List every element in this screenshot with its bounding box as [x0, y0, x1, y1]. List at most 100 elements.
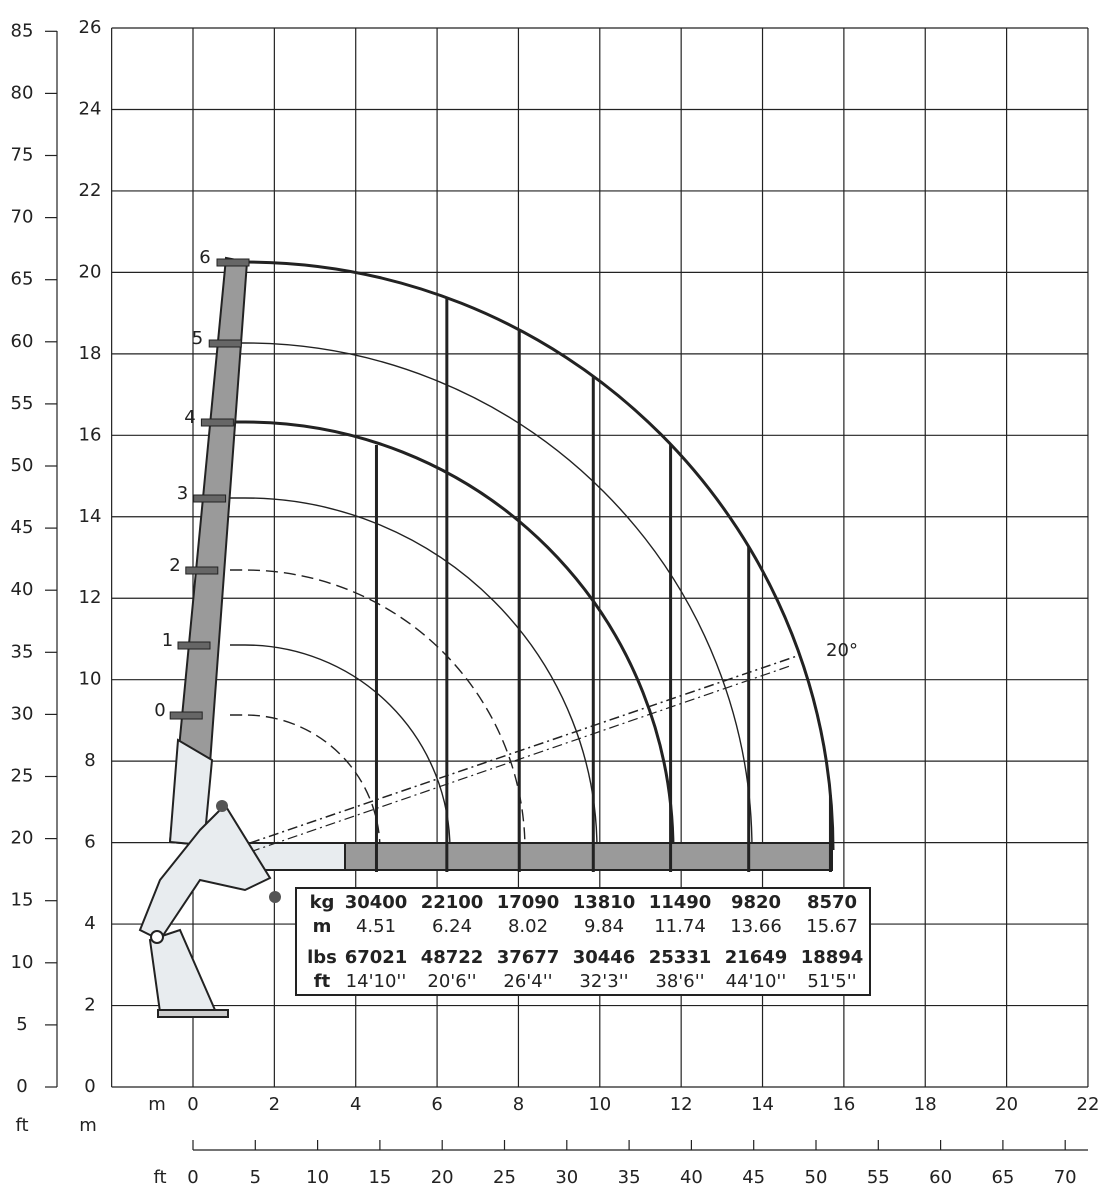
pin	[269, 891, 281, 903]
ft-tick-label: 50	[805, 1167, 828, 1188]
boom-section-label: 6	[199, 247, 210, 268]
ft-tick-label: 65	[991, 1167, 1014, 1188]
pin	[150, 930, 164, 944]
table-cell: 32'3''	[579, 971, 628, 992]
m-tick-label: 6	[84, 832, 95, 853]
ft-tick-label: 5	[250, 1167, 261, 1188]
table-cell: 44'10''	[726, 971, 787, 992]
ft-tick-label: 75	[11, 145, 34, 166]
table-cell: 17090	[497, 892, 560, 913]
knuckle-arm	[138, 803, 272, 942]
boom-collar	[200, 418, 234, 427]
ft-unit: ft	[15, 1115, 28, 1136]
boom-collar	[185, 566, 219, 575]
m-tick-label: 16	[79, 424, 102, 445]
ft-tick-label: 10	[306, 1167, 329, 1188]
table-cell: 13810	[573, 892, 636, 913]
ft-tick-label: 15	[11, 890, 34, 911]
ft-tick-label: 60	[11, 331, 34, 352]
table-cell: 13.66	[730, 916, 782, 937]
ft-tick-label: 40	[11, 579, 34, 600]
reach-arc	[229, 420, 675, 851]
ft-tick-label: 45	[11, 517, 34, 538]
m-tick-label: 14	[751, 1094, 774, 1115]
boom-section-label: 5	[192, 328, 203, 349]
m-unit: m	[79, 1115, 97, 1136]
m-tick-label: 12	[79, 587, 102, 608]
ft-tick-label: 45	[742, 1167, 765, 1188]
table-cell: 15.67	[806, 916, 858, 937]
m-tick-label: 4	[84, 913, 95, 934]
ft-tick-label: 30	[555, 1167, 578, 1188]
ft-tick-label: 25	[493, 1167, 516, 1188]
m-tick-label: 2	[269, 1094, 280, 1115]
table-cell: 14'10''	[346, 971, 407, 992]
ft-tick-label: 35	[618, 1167, 641, 1188]
boom-section-label: 2	[169, 555, 180, 576]
boom-collar	[193, 494, 227, 503]
ft-tick-label: 0	[187, 1167, 198, 1188]
m-tick-label: 18	[79, 343, 102, 364]
table-cell: 9820	[731, 892, 781, 913]
m-tick-label: 6	[431, 1094, 442, 1115]
m-tick-label: 16	[832, 1094, 855, 1115]
ft-tick-label: 80	[11, 82, 34, 103]
load-table: kg 30400 22100 17090 13810 11490 9820 8570 m 4.51…	[295, 887, 871, 996]
m-tick-label: 22	[79, 180, 102, 201]
boom-collar	[216, 258, 250, 267]
table-cell: 20'6''	[427, 971, 476, 992]
ft-tick-label: 0	[16, 1076, 27, 1097]
m-tick-label: 14	[79, 506, 102, 527]
m-tick-label: 22	[1077, 1094, 1100, 1115]
table-cell: 9.84	[584, 916, 624, 937]
m-tick-label: 26	[79, 17, 102, 38]
m-tick-label: 8	[513, 1094, 524, 1115]
table-cell: 8570	[807, 892, 857, 913]
table-cell: 51'5''	[807, 971, 856, 992]
m-tick-label: 12	[670, 1094, 693, 1115]
table-cell: 26'4''	[503, 971, 552, 992]
reach-arc	[230, 260, 835, 851]
boom-section-label: 3	[177, 483, 188, 504]
boom-collar	[177, 641, 211, 650]
table-cell: 30446	[573, 947, 636, 968]
crane-foot	[157, 1009, 229, 1018]
table-cell: 25331	[649, 947, 712, 968]
table-cell: 30400	[345, 892, 408, 913]
m-tick-label: 24	[79, 98, 102, 119]
ft-tick-label: 20	[431, 1167, 454, 1188]
table-cell: 11.74	[654, 916, 706, 937]
row-label: kg	[310, 892, 335, 913]
m-tick-label: 0	[187, 1094, 198, 1115]
m-tick-label: 0	[84, 1076, 95, 1097]
table-cell: 4.51	[356, 916, 396, 937]
table-box	[295, 887, 871, 996]
pin	[216, 800, 228, 812]
ft-tick-label: 25	[11, 766, 34, 787]
table-cell: 38'6''	[655, 971, 704, 992]
m-tick-label: 4	[350, 1094, 361, 1115]
ft-tick-label: 40	[680, 1167, 703, 1188]
row-label: ft	[314, 971, 331, 992]
boom-collar	[169, 711, 203, 720]
ft-tick-label: 55	[867, 1167, 890, 1188]
ft-tick-label: 15	[368, 1167, 391, 1188]
ft-tick-label: 70	[1054, 1167, 1077, 1188]
ft-tick-label: 35	[11, 641, 34, 662]
boom-section-label: 0	[154, 700, 165, 721]
ft-tick-label: 70	[11, 207, 34, 228]
crane-drawing	[138, 256, 833, 1018]
table-cell: 6.24	[432, 916, 472, 937]
ft-tick-label: 55	[11, 393, 34, 414]
reach-arc	[230, 644, 451, 851]
reach-arc	[230, 714, 381, 851]
m-tick-label: 18	[914, 1094, 937, 1115]
m-tick-label: 20	[995, 1094, 1018, 1115]
row-label: lbs	[307, 947, 337, 968]
m-tick-label: 8	[84, 750, 95, 771]
boom-section-label: 1	[162, 630, 173, 651]
m-unit: m	[148, 1094, 166, 1115]
boom-section-label: 4	[184, 407, 195, 428]
table-cell: 22100	[421, 892, 484, 913]
ft-tick-label: 50	[11, 455, 34, 476]
